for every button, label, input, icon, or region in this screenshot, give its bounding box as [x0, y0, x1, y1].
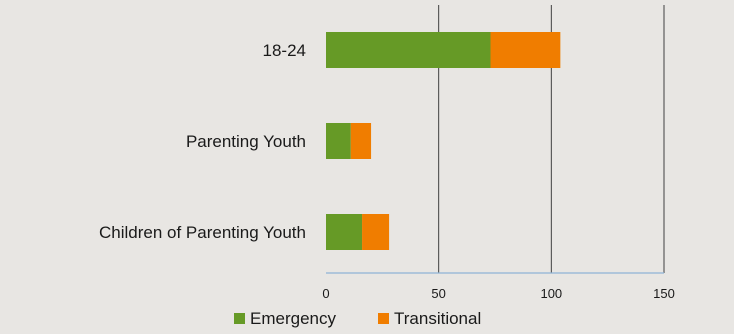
bar-transitional-1 — [350, 123, 372, 159]
bar-transitional-0 — [490, 32, 561, 68]
bar-emergency-2 — [326, 214, 363, 250]
x-tick-label: 150 — [653, 286, 675, 301]
legend-swatch-emergency — [234, 313, 245, 324]
legend: Emergency Transitional — [234, 309, 481, 328]
category-labels: 18-24 Parenting Youth Children of Parentin… — [99, 41, 306, 242]
category-label: Parenting Youth — [186, 132, 306, 151]
bar-emergency-1 — [326, 123, 351, 159]
category-label: Children of Parenting Youth — [99, 223, 306, 242]
bar-emergency-0 — [326, 32, 491, 68]
x-tick-labels: 0 50 100 150 — [322, 286, 674, 301]
legend-label-emergency: Emergency — [250, 309, 336, 328]
legend-label-transitional: Transitional — [394, 309, 481, 328]
x-tick-label: 50 — [431, 286, 445, 301]
bars — [326, 32, 561, 250]
x-tick-label: 0 — [322, 286, 329, 301]
bar-transitional-2 — [362, 214, 390, 250]
category-label: 18-24 — [263, 41, 306, 60]
x-tick-label: 100 — [540, 286, 562, 301]
legend-swatch-transitional — [378, 313, 389, 324]
